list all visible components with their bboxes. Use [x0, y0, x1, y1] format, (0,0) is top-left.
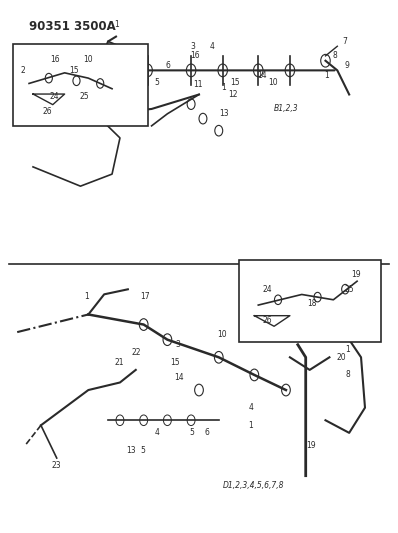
Text: 24: 24	[50, 92, 60, 101]
Text: 5: 5	[140, 446, 145, 455]
Text: 7: 7	[342, 37, 347, 46]
Text: 24: 24	[262, 285, 272, 294]
Text: 1: 1	[345, 345, 350, 354]
Text: 19: 19	[351, 270, 361, 279]
Text: 1: 1	[248, 421, 253, 430]
Text: 1: 1	[84, 293, 89, 301]
Text: 5: 5	[189, 429, 194, 438]
Text: 5: 5	[154, 78, 159, 87]
Text: 14: 14	[258, 71, 267, 80]
Text: 25: 25	[80, 92, 89, 101]
Text: 2: 2	[94, 66, 99, 75]
Text: 18: 18	[238, 330, 248, 339]
Bar	[238, 260, 381, 342]
Text: 13: 13	[219, 109, 228, 118]
Text: 1: 1	[221, 83, 226, 92]
Text: 8: 8	[345, 370, 350, 379]
Text: 14: 14	[174, 373, 184, 382]
Text: 2: 2	[21, 66, 25, 75]
Text: 10: 10	[268, 78, 278, 87]
Text: 4: 4	[248, 403, 253, 412]
Text: 23: 23	[52, 461, 62, 470]
Text: 10: 10	[84, 55, 93, 64]
Text: 11: 11	[193, 80, 203, 90]
Text: 16: 16	[190, 51, 199, 60]
Text: 15: 15	[70, 66, 79, 75]
Text: 20: 20	[337, 353, 346, 362]
Text: 25: 25	[344, 285, 354, 294]
Text: 4: 4	[155, 429, 160, 438]
Text: 1: 1	[324, 71, 329, 80]
Text: 4: 4	[210, 42, 215, 51]
Text: 3: 3	[191, 42, 195, 51]
Text: 26: 26	[42, 107, 52, 116]
Bar	[13, 44, 148, 126]
Text: B1,2,3: B1,2,3	[274, 104, 299, 114]
Text: 26: 26	[262, 317, 272, 326]
Text: D1,2,3,4,5,6,7,8: D1,2,3,4,5,6,7,8	[223, 481, 284, 490]
Text: 19: 19	[306, 441, 315, 450]
Text: 9: 9	[344, 61, 349, 70]
Text: 15: 15	[171, 358, 180, 367]
Text: 8: 8	[333, 51, 338, 60]
Text: 16: 16	[50, 55, 60, 64]
Text: 17: 17	[140, 293, 150, 301]
Text: 22: 22	[132, 348, 141, 357]
Text: 90351 3500A: 90351 3500A	[29, 20, 116, 33]
Text: 12: 12	[228, 90, 238, 99]
Text: 15: 15	[230, 78, 240, 87]
Text: 21: 21	[114, 358, 123, 367]
Text: 3: 3	[175, 340, 180, 349]
Text: 10: 10	[217, 330, 226, 339]
Text: 1: 1	[114, 20, 119, 29]
Text: 18: 18	[307, 299, 316, 308]
Text: 13: 13	[126, 446, 135, 455]
Text: 6: 6	[205, 429, 210, 438]
Text: 6: 6	[166, 61, 170, 70]
